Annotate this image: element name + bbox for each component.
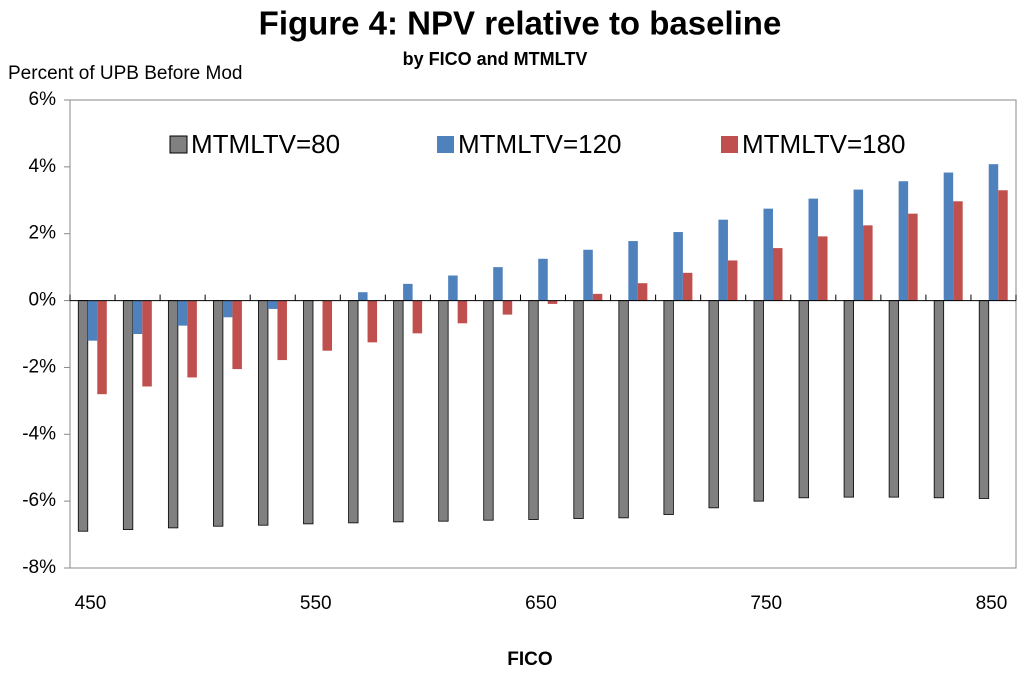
bar bbox=[888, 300, 900, 498]
x-tick-label: 650 bbox=[525, 593, 557, 614]
bar bbox=[87, 300, 98, 341]
legend-label: MTMLTV=80 bbox=[191, 129, 340, 159]
bar bbox=[457, 300, 468, 324]
bar bbox=[222, 300, 233, 318]
bar bbox=[77, 300, 89, 532]
bar bbox=[763, 208, 773, 301]
bar bbox=[303, 300, 314, 525]
bar bbox=[232, 300, 242, 370]
legend-label: MTMLTV=120 bbox=[458, 129, 622, 159]
bar bbox=[753, 300, 764, 502]
bar bbox=[718, 219, 728, 301]
bar bbox=[853, 189, 864, 301]
bar bbox=[727, 260, 738, 301]
x-tick-label: 550 bbox=[300, 593, 332, 614]
bar bbox=[348, 300, 359, 524]
bar bbox=[412, 300, 423, 334]
y-tick-label: 4% bbox=[29, 156, 57, 177]
bar bbox=[322, 300, 333, 351]
bar bbox=[798, 300, 809, 499]
x-axis-label: FICO bbox=[507, 649, 552, 670]
chart-subtitle: by FICO and MTMLTV bbox=[403, 49, 588, 69]
bar bbox=[943, 172, 954, 301]
x-tick-label: 850 bbox=[976, 593, 1008, 614]
bar bbox=[628, 241, 638, 301]
bar bbox=[637, 283, 648, 301]
bar bbox=[493, 267, 503, 301]
bar bbox=[502, 300, 513, 315]
chart-title: Figure 4: NPV relative to baseline bbox=[259, 5, 782, 42]
bar bbox=[358, 292, 368, 301]
plot-frame bbox=[69, 99, 1017, 569]
bar bbox=[908, 213, 918, 301]
y-tick-label: -6% bbox=[22, 490, 56, 511]
bar bbox=[122, 300, 134, 530]
bar bbox=[277, 300, 287, 361]
bar bbox=[708, 300, 719, 509]
bar bbox=[818, 236, 828, 301]
bar bbox=[988, 164, 999, 301]
bar bbox=[863, 225, 873, 301]
bar bbox=[998, 190, 1008, 301]
y-tick-label: -4% bbox=[22, 423, 56, 444]
y-tick-label: -2% bbox=[22, 356, 56, 377]
bar bbox=[573, 300, 584, 519]
y-tick-label: 2% bbox=[29, 223, 57, 244]
bar bbox=[953, 201, 963, 301]
bar bbox=[448, 275, 458, 301]
x-tick-label: 750 bbox=[750, 593, 782, 614]
bar bbox=[213, 300, 224, 527]
bar bbox=[673, 232, 683, 301]
bar bbox=[618, 300, 629, 519]
y-tick-label: -8% bbox=[22, 557, 56, 578]
bar bbox=[808, 198, 819, 301]
bar bbox=[142, 300, 152, 387]
bar bbox=[438, 300, 449, 522]
y-tick-label: 0% bbox=[29, 290, 57, 311]
legend-label: MTMLTV=180 bbox=[742, 129, 906, 159]
bar bbox=[177, 300, 188, 326]
legend-swatch bbox=[437, 136, 454, 153]
bar bbox=[682, 272, 693, 301]
bar bbox=[132, 300, 143, 334]
y-axis-label: Percent of UPB Before Mod bbox=[8, 63, 242, 84]
bar bbox=[978, 300, 990, 499]
bar bbox=[97, 300, 107, 395]
bar bbox=[403, 283, 413, 301]
y-tick-label: 6% bbox=[29, 89, 57, 110]
bar bbox=[547, 300, 558, 304]
bar bbox=[528, 300, 539, 520]
bar bbox=[367, 300, 378, 343]
bar bbox=[258, 300, 269, 526]
legend-swatch bbox=[721, 136, 738, 153]
bar bbox=[772, 248, 783, 301]
bar bbox=[187, 300, 197, 378]
bar bbox=[167, 300, 179, 529]
bar bbox=[393, 300, 404, 523]
bar bbox=[592, 293, 603, 301]
bar bbox=[267, 300, 278, 309]
bar bbox=[663, 300, 674, 515]
x-tick-label: 450 bbox=[75, 593, 107, 614]
bar bbox=[538, 258, 548, 301]
bar bbox=[843, 300, 854, 498]
legend-swatch bbox=[169, 135, 188, 154]
bar bbox=[898, 181, 909, 301]
bar bbox=[583, 249, 593, 301]
bar bbox=[933, 300, 945, 499]
bar bbox=[483, 300, 494, 521]
